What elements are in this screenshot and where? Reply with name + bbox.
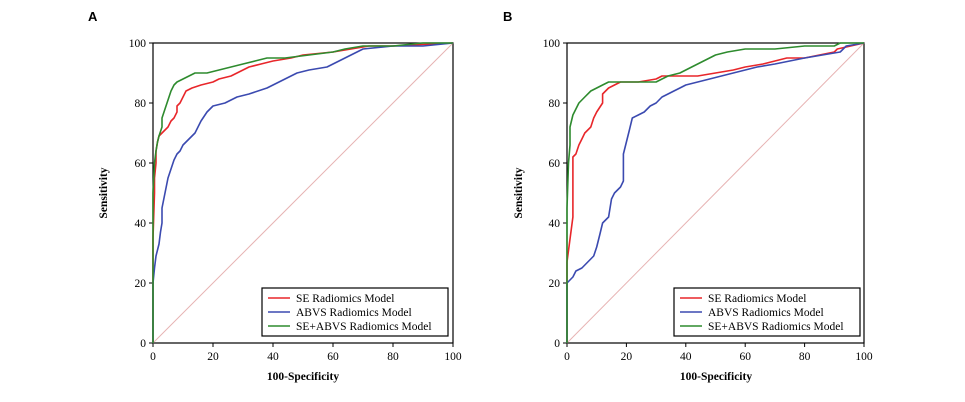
- y-tick-label: 20: [135, 278, 147, 290]
- y-tick-label: 100: [129, 38, 147, 50]
- y-tick-label: 60: [135, 158, 147, 170]
- axis-ticks: 0 20 40 60 80 100 0 20 40 60 80 100: [129, 38, 462, 363]
- legend-label-combined: SE+ABVS Radiomics Model: [708, 321, 844, 333]
- legend-label-se: SE Radiomics Model: [296, 293, 394, 305]
- reference-diagonal: [152, 42, 454, 344]
- legend: SE Radiomics Model ABVS Radiomics Model …: [673, 287, 861, 337]
- y-tick-label: 80: [549, 98, 561, 110]
- legend-box: [261, 287, 449, 337]
- x-tick-label: 40: [680, 351, 692, 363]
- x-tick-label: 100: [444, 351, 462, 363]
- roc-curve-abvs: [566, 42, 865, 343]
- panel-b: B 0 20 40 60 80 100 0 20 40 60 80 100 100-Specifici…: [503, 9, 873, 383]
- panel-a: A 0 20 40 60 80 100 0 20 40 60 80 100 100-Specifici…: [88, 9, 462, 383]
- roc-curve-abvs: [152, 42, 454, 343]
- y-axis-title: Sensitivity: [98, 167, 110, 218]
- legend-label-se: SE Radiomics Model: [708, 293, 806, 305]
- x-tick-label: 0: [564, 351, 570, 363]
- legend-label-abvs: ABVS Radiomics Model: [708, 307, 824, 319]
- x-tick-label: 60: [739, 351, 751, 363]
- x-tick-label: 20: [207, 351, 219, 363]
- roc-curve-combined: [152, 42, 453, 343]
- roc-curves: [566, 42, 865, 343]
- roc-curve-se: [566, 42, 865, 343]
- y-tick-label: 20: [549, 278, 561, 290]
- y-tick-label: 80: [135, 98, 147, 110]
- panel-label: A: [88, 9, 98, 24]
- reference-diagonal: [566, 42, 865, 344]
- y-tick-label: 0: [554, 338, 560, 350]
- x-tick-label: 40: [267, 351, 279, 363]
- x-tick-label: 80: [387, 351, 399, 363]
- panel-label: B: [503, 9, 512, 24]
- x-tick-label: 60: [327, 351, 339, 363]
- axis-ticks: 0 20 40 60 80 100 0 20 40 60 80 100: [543, 38, 873, 363]
- x-tick-label: 0: [150, 351, 156, 363]
- roc-curves: [152, 42, 454, 343]
- legend-label-combined: SE+ABVS Radiomics Model: [296, 321, 432, 333]
- legend: SE Radiomics Model ABVS Radiomics Model …: [261, 287, 449, 337]
- x-tick-label: 100: [855, 351, 873, 363]
- x-axis-title: 100-Specificity: [680, 371, 752, 383]
- y-tick-label: 40: [549, 218, 561, 230]
- y-tick-label: 40: [135, 218, 147, 230]
- legend-label-abvs: ABVS Radiomics Model: [296, 307, 412, 319]
- y-tick-label: 0: [140, 338, 146, 350]
- legend-box: [673, 287, 861, 337]
- y-tick-label: 100: [543, 38, 561, 50]
- x-tick-label: 20: [621, 351, 633, 363]
- y-tick-label: 60: [549, 158, 561, 170]
- x-axis-title: 100-Specificity: [267, 371, 339, 383]
- roc-curve-combined: [566, 42, 864, 343]
- y-axis-title: Sensitivity: [513, 167, 525, 218]
- x-tick-label: 80: [799, 351, 811, 363]
